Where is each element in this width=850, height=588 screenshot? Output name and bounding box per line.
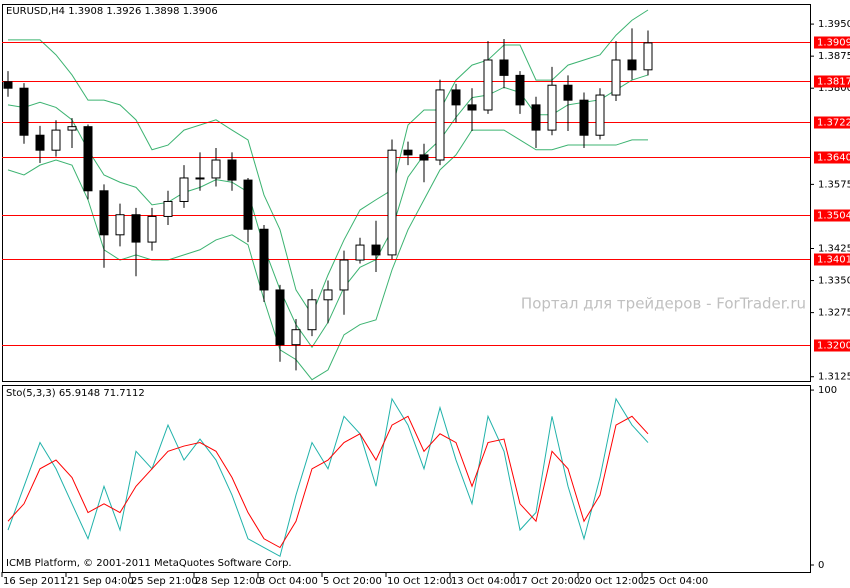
x-tick-label: 28 Sep 12:00: [195, 576, 262, 587]
level-box: [814, 75, 850, 88]
candle-body: [307, 299, 317, 331]
candle-body: [627, 59, 637, 71]
level-box: [814, 116, 850, 129]
x-tick-label: 25 Sep 21:00: [131, 576, 198, 587]
indicator-line: [7, 415, 649, 549]
candle-body: [643, 42, 653, 71]
candle-body: [467, 104, 477, 111]
candle-body: [51, 129, 61, 151]
candle-body: [83, 126, 93, 192]
candle-body: [419, 154, 429, 161]
x-tick-label: 13 Oct 04:00: [451, 576, 516, 587]
y-tick-label: 1.3350: [818, 276, 850, 287]
y-tick-label: 0: [818, 560, 824, 571]
indicator-line: [7, 397, 649, 558]
candle-body: [435, 89, 445, 161]
annotation: ICMB Platform, © 2001-2011 MetaQuotes So…: [6, 558, 292, 569]
x-tick-label: 16 Sep 2011: [3, 576, 66, 587]
x-tick-label: 21 Sep 04:00: [67, 576, 134, 587]
candle-body: [323, 289, 333, 301]
candle-body: [99, 190, 109, 236]
x-tick-label: 3 Oct 04:00: [259, 576, 318, 587]
candle-body: [67, 126, 77, 131]
candle-body: [339, 259, 349, 291]
candle-body: [355, 244, 365, 261]
candle-body: [19, 87, 29, 136]
level-label: 1.3200: [817, 341, 850, 352]
candle-body: [243, 179, 253, 230]
level-label: 1.3401: [817, 255, 850, 266]
candle-body: [451, 89, 461, 106]
x-tick-label: 25 Oct 04:00: [643, 576, 708, 587]
candle-body: [595, 94, 605, 136]
x-tick-label: 10 Oct 12:00: [387, 576, 452, 587]
level-label: 1.3722: [817, 118, 850, 129]
y-tick-label: 1.3275: [818, 308, 850, 319]
candle-body: [227, 159, 237, 181]
y-tick-label: 1.3950: [818, 19, 850, 30]
candle-body: [211, 159, 221, 179]
y-tick-label: 1.3875: [818, 51, 850, 62]
candle-body: [275, 289, 285, 346]
candle-body: [483, 59, 493, 111]
x-tick-label: 5 Oct 20:00: [323, 576, 382, 587]
indicator-title: Sto(5,3,3) 65.9148 71.7112: [6, 388, 145, 399]
y-tick-label: 1.3800: [818, 83, 850, 94]
candle-body: [387, 149, 397, 256]
main-frame: [2, 4, 811, 382]
candle-body: [563, 84, 573, 101]
y-tick-label: 1.3575: [818, 179, 850, 190]
candle-body: [131, 214, 141, 243]
candle-body: [499, 59, 509, 76]
candle-body: [611, 59, 621, 96]
level-label: 1.3504: [817, 211, 850, 222]
candle-body: [579, 99, 589, 136]
level-label: 1.3909: [817, 38, 850, 49]
candle-body: [3, 81, 13, 89]
level-label: 1.3640: [817, 153, 850, 164]
candle-body: [179, 177, 189, 202]
watermark: Портал для трейдеров - ForTrader.ru: [521, 295, 806, 313]
candle-body: [115, 214, 125, 236]
level-label: 1.3817: [817, 77, 850, 88]
sub-frame: [2, 385, 811, 573]
level-box: [814, 209, 850, 222]
candle-body: [291, 329, 301, 346]
band-upper: [8, 9, 649, 316]
candle-body: [547, 84, 557, 131]
candle-body: [371, 244, 381, 256]
candle-body: [259, 228, 269, 291]
candle-body: [147, 215, 157, 243]
y-tick-label: 1.3125: [818, 372, 850, 383]
level-box: [814, 339, 850, 352]
candle-body: [195, 177, 205, 180]
level-box: [814, 253, 850, 266]
y-tick-label: 1.3425: [818, 243, 850, 254]
candle-body: [515, 74, 525, 106]
candle-body: [403, 149, 413, 156]
candle-body: [163, 200, 173, 217]
level-box: [814, 36, 850, 49]
x-tick-label: 20 Oct 12:00: [579, 576, 644, 587]
candle-body: [531, 104, 541, 131]
level-box: [814, 151, 850, 164]
chart-title: EURUSD,H4 1.3908 1.3926 1.3898 1.3906: [6, 6, 218, 17]
x-tick-label: 17 Oct 20:00: [515, 576, 580, 587]
y-tick-label: 100: [818, 385, 837, 396]
band-lower: [7, 129, 648, 381]
candle-body: [35, 134, 45, 151]
